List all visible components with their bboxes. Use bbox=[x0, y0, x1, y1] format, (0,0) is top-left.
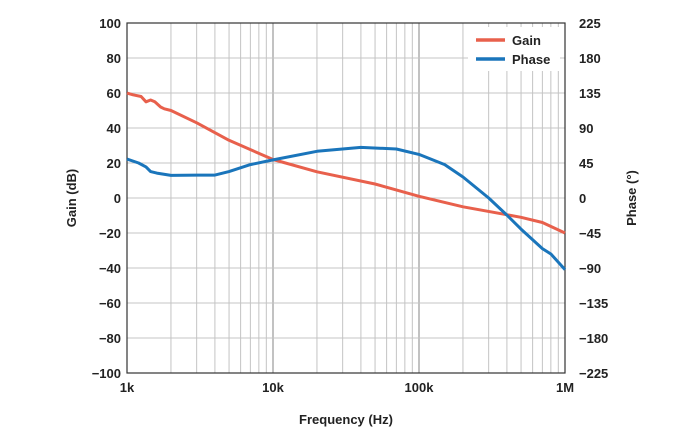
y-axis-label: Gain (dB) bbox=[64, 169, 79, 228]
grid bbox=[127, 23, 565, 373]
y2-tick-label: 225 bbox=[579, 16, 601, 31]
x-tick-label: 1M bbox=[556, 380, 574, 395]
y2-tick-label: 45 bbox=[579, 156, 593, 171]
y2-tick-label: 180 bbox=[579, 51, 601, 66]
y2-tick-label: −90 bbox=[579, 261, 601, 276]
legend: Gain Phase bbox=[468, 27, 560, 71]
y2-tick-label: −135 bbox=[579, 296, 608, 311]
x-tick-label: 10k bbox=[262, 380, 284, 395]
y-tick-label: 80 bbox=[107, 51, 121, 66]
y-tick-label: −100 bbox=[92, 366, 121, 381]
series-line-phase bbox=[126, 145, 567, 271]
legend-label-phase: Phase bbox=[512, 52, 550, 67]
series-line-gain bbox=[126, 91, 566, 235]
series-group bbox=[126, 91, 567, 271]
y2-tick-label: −180 bbox=[579, 331, 608, 346]
y-tick-label: 100 bbox=[99, 16, 121, 31]
y-tick-label: −40 bbox=[99, 261, 121, 276]
legend-label-gain: Gain bbox=[512, 33, 541, 48]
y2-tick-label: 90 bbox=[579, 121, 593, 136]
x-tick-label: 100k bbox=[405, 380, 435, 395]
y2-axis-label: Phase (°) bbox=[624, 170, 639, 226]
y-tick-label: 0 bbox=[114, 191, 121, 206]
y-tick-label: 40 bbox=[107, 121, 121, 136]
plot-frame bbox=[126, 22, 566, 374]
y-tick-label: −60 bbox=[99, 296, 121, 311]
ticks: 100 225 80 180 60 135 40 90 20 45 0 0 −20 −45 −40 −90 −6… bbox=[92, 16, 609, 395]
y2-tick-label: −45 bbox=[579, 226, 601, 241]
y-tick-label: 20 bbox=[107, 156, 121, 171]
y-tick-label: 60 bbox=[107, 86, 121, 101]
y-tick-label: −20 bbox=[99, 226, 121, 241]
y2-tick-label: −225 bbox=[579, 366, 608, 381]
y2-tick-label: 135 bbox=[579, 86, 601, 101]
x-tick-label: 1k bbox=[120, 380, 135, 395]
y2-tick-label: 0 bbox=[579, 191, 586, 206]
y-tick-label: −80 bbox=[99, 331, 121, 346]
x-axis-label: Frequency (Hz) bbox=[299, 412, 393, 427]
